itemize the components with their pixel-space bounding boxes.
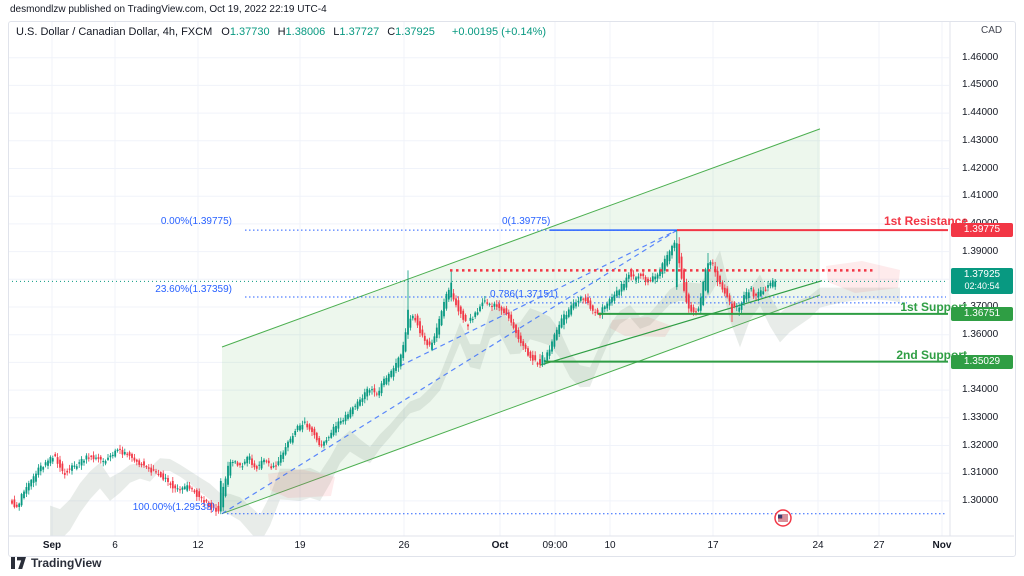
cloud-layer: [50, 250, 900, 536]
tradingview-logo[interactable]: TradingView: [10, 556, 101, 570]
price-tick-label: 1.30000: [962, 494, 999, 506]
cloud-red-patch: [268, 469, 335, 498]
cloud-red-patch: [826, 261, 900, 293]
time-tick-label: Oct: [491, 540, 509, 551]
time-axis[interactable]: Sep 6 12 19 26 Oct 09:00 10 17 24 27 Nov: [8, 537, 1014, 555]
levels-layer: [12, 229, 948, 363]
price-tick-label: 1.31000: [962, 467, 999, 479]
time-tick-label: Nov: [932, 540, 952, 551]
fib-ext-label-786[interactable]: 0.786(1.37151): [490, 289, 558, 300]
ohlc-H: H1.38006: [277, 26, 326, 38]
price-tick-label: 1.32000: [962, 439, 999, 451]
ascending-channel: [221, 128, 821, 515]
price-tick-label: 1.42000: [962, 162, 999, 174]
price-tick-label: 1.44000: [962, 107, 999, 119]
fib-lines-layer: [221, 229, 946, 515]
time-tick-label: 09:00: [542, 540, 568, 551]
currency-label: CAD: [981, 25, 1003, 36]
fib-label-23pct[interactable]: 23.60%(1.37359): [155, 284, 232, 295]
time-tick-label: 17: [707, 540, 719, 551]
time-tick-label: 19: [294, 540, 306, 551]
time-tick-label: 10: [604, 540, 616, 551]
trendline-layer: [539, 280, 823, 366]
ohlc-values: O1.37730 H1.38006 L1.37727 C1.37925: [221, 26, 443, 38]
fib-label-0pct[interactable]: 0.00%(1.39775): [160, 216, 232, 227]
tradingview-logo-icon: [11, 557, 26, 569]
time-tick-label: 24: [812, 540, 824, 551]
chart-legend: U.S. Dollar / Canadian Dollar, 4h, FXCM …: [16, 26, 546, 38]
support1-label[interactable]: 1st Support: [900, 300, 967, 314]
ohlc-O: O1.37730: [221, 26, 270, 38]
change-value: +0.00195 (+0.14%): [451, 26, 547, 38]
economic-event-flag-icon[interactable]: [774, 509, 792, 527]
time-tick-label: 12: [192, 540, 204, 551]
support2-label[interactable]: 2nd Support: [896, 348, 967, 362]
fib-ext-label-0[interactable]: 0(1.39775): [502, 216, 551, 227]
symbol-title[interactable]: U.S. Dollar / Canadian Dollar, 4h, FXCM: [16, 26, 213, 38]
time-tick-label: 26: [398, 540, 410, 551]
fib-label-100pct[interactable]: 100.00%(1.29538): [132, 502, 215, 513]
level-price-badge: 1.36751: [951, 306, 1013, 321]
price-tick-label: 1.33000: [962, 411, 999, 423]
price-tick-label: 1.45000: [962, 79, 999, 91]
resistance1-label[interactable]: 1st Resistance: [883, 214, 968, 228]
last-price-badge: 1.37925 02:40:54: [951, 268, 1013, 295]
tradingview-logo-text: TradingView: [31, 556, 102, 570]
price-tick-label: 1.43000: [962, 134, 999, 146]
level-price-badge: 1.35029: [951, 354, 1013, 369]
chart-widget-frame: [8, 21, 1016, 557]
price-tick-label: 1.46000: [962, 51, 999, 63]
candles-layer: [11, 230, 777, 516]
grid-layer: [9, 22, 949, 536]
rising-trendline: [539, 280, 823, 366]
ohlc-C: C1.37925: [387, 26, 435, 38]
level-price-badge: 1.39775: [951, 223, 1013, 238]
time-tick-label: 6: [112, 540, 118, 551]
price-tick-label: 1.41000: [962, 190, 999, 202]
fib-anchor-dashed-line: [399, 229, 678, 367]
time-tick-label: 27: [873, 540, 885, 551]
price-tick-label: 1.37000: [962, 301, 998, 312]
price-tick-label: 1.34000: [962, 384, 999, 396]
cloud-red-patch: [610, 317, 672, 337]
time-tick-label: Sep: [42, 540, 62, 551]
price-tick-label: 1.36000: [962, 328, 999, 340]
price-tick-label: 1.39000: [962, 245, 999, 257]
ohlc-L: L1.37727: [333, 26, 380, 38]
publish-info: desmondlzw published on TradingView.com,…: [10, 4, 327, 15]
axis-separators: [9, 22, 1014, 537]
